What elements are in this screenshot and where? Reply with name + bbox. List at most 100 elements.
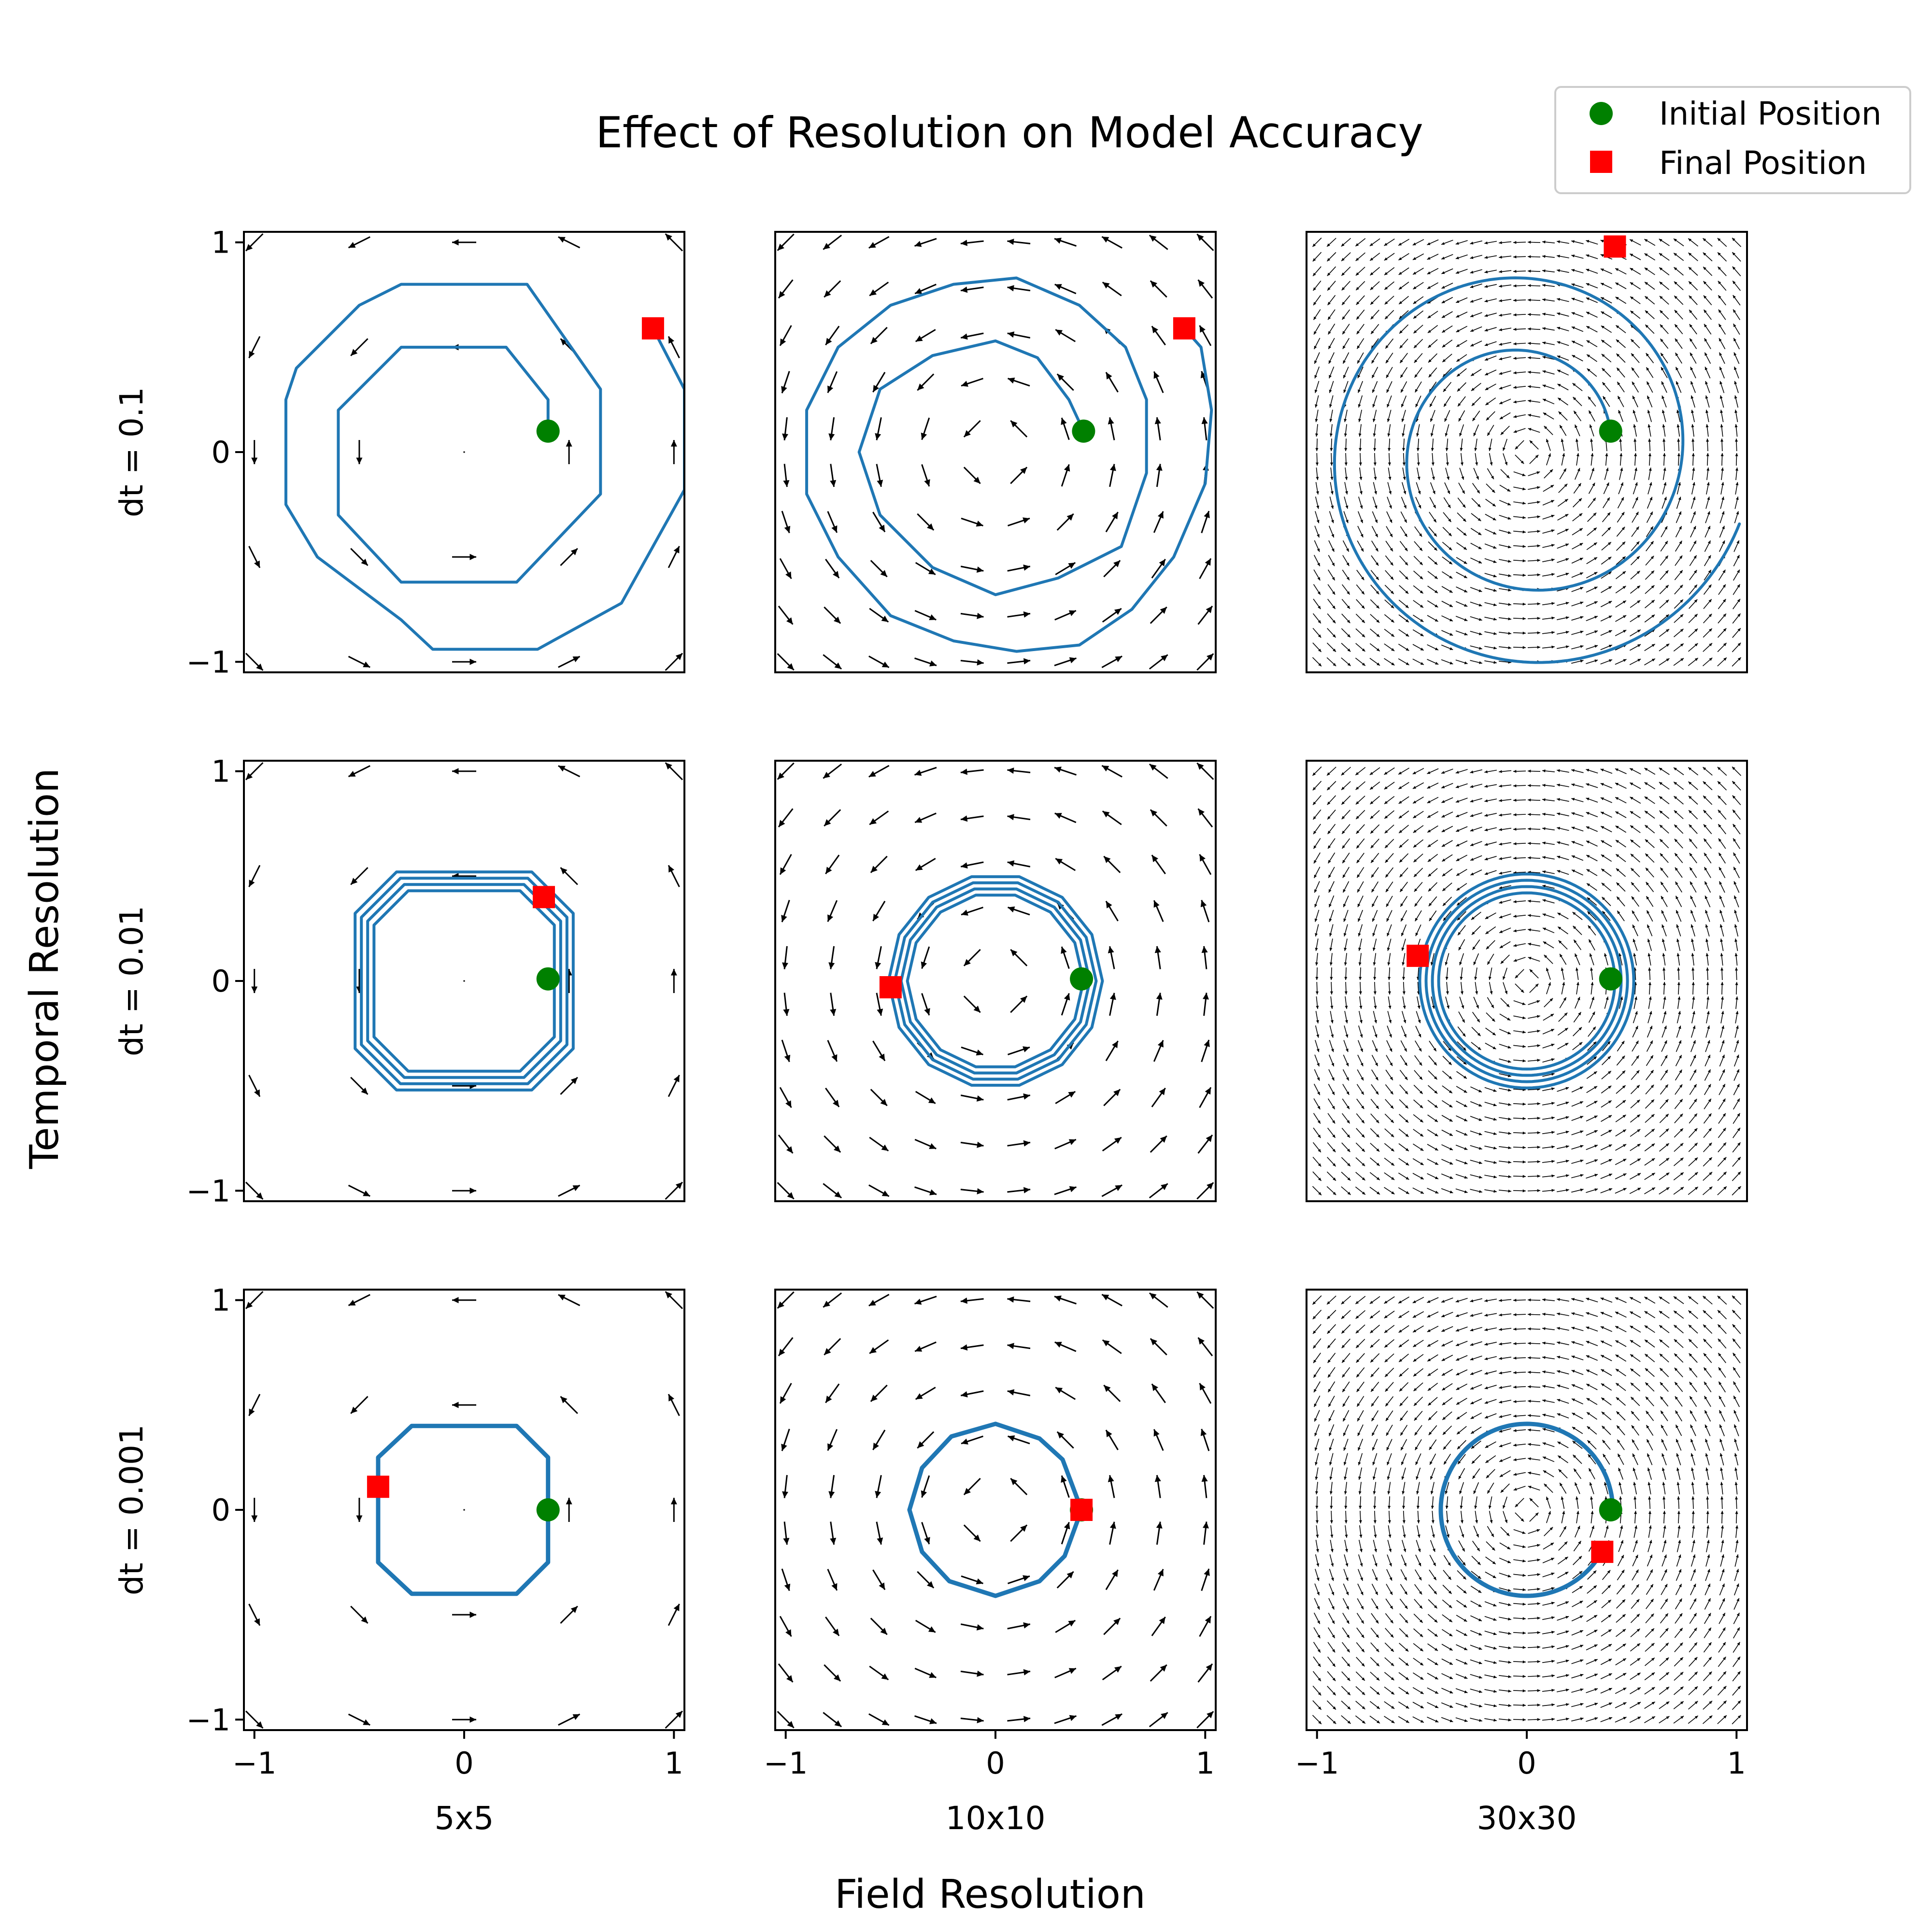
field-arrow-head <box>976 1578 983 1585</box>
field-arrow-head <box>977 1141 984 1148</box>
field-arrow-head <box>1333 648 1336 652</box>
field-arrow-head <box>1361 1634 1364 1638</box>
field-arrow-head <box>1388 1520 1391 1523</box>
field-arrow-head <box>928 1097 936 1104</box>
field-arrow-head <box>1623 630 1627 633</box>
x-tick-label: −1 <box>764 1746 808 1781</box>
field-arrow-head <box>1419 1591 1422 1595</box>
field-arrow-head <box>1442 844 1445 847</box>
field-arrow-head <box>1413 829 1417 833</box>
field-arrow-head <box>1528 313 1531 316</box>
field-arrow-head <box>1635 497 1638 500</box>
field-arrow-head <box>1373 1491 1376 1494</box>
field-arrow-head <box>1448 519 1451 522</box>
field-arrow-head <box>1390 1605 1393 1609</box>
field-arrow-head <box>1384 1359 1388 1363</box>
field-arrow-head <box>1513 929 1517 933</box>
field-arrow-head <box>1608 659 1612 662</box>
field-arrow-head <box>1428 330 1431 333</box>
y-tick-label: −1 <box>186 1173 230 1208</box>
initial-position-marker <box>1070 967 1094 991</box>
field-arrow-head <box>1361 591 1364 595</box>
field-arrow-head <box>1413 1358 1417 1362</box>
field-arrow-head <box>1665 1114 1669 1117</box>
field-arrow-head <box>1357 1433 1361 1436</box>
field-arrow-head <box>1464 618 1468 621</box>
field-arrow-head <box>1721 1040 1725 1044</box>
field-arrow-head <box>1331 1034 1334 1038</box>
field-arrow-head <box>1344 448 1348 451</box>
field-arrow-head <box>1360 1063 1364 1066</box>
field-arrow-head <box>1571 312 1575 315</box>
field-arrow-head <box>1708 1098 1711 1102</box>
field-arrow-head <box>1205 558 1211 566</box>
field-arrow-head <box>1499 828 1502 831</box>
field-arrow-head <box>1572 355 1576 358</box>
field-arrow-head <box>1332 1106 1335 1109</box>
field-arrow-head <box>1370 316 1374 320</box>
field-arrow-head <box>1345 1020 1348 1023</box>
field-arrow-head <box>783 1538 790 1545</box>
field-arrow-head <box>1706 996 1710 1000</box>
field-arrow-head <box>1420 1705 1424 1708</box>
field-arrow-head <box>1637 1188 1641 1191</box>
field-arrow-head <box>1470 858 1474 861</box>
field-arrow-head <box>1513 327 1517 331</box>
field-arrow-head <box>1705 910 1708 913</box>
field-arrow-head <box>1617 896 1620 900</box>
field-arrow-head <box>1718 252 1721 256</box>
field-arrow-head <box>1662 953 1665 956</box>
field-arrow-head <box>1734 895 1737 899</box>
field-arrow-head <box>1456 829 1460 832</box>
subplot-0-2 <box>1306 231 1748 673</box>
field-arrow-head <box>1522 631 1526 635</box>
field-arrow-head <box>1557 912 1561 916</box>
field-arrow-head <box>1513 900 1517 903</box>
field-arrow-head <box>1318 1135 1321 1138</box>
field-arrow-head <box>1675 853 1678 857</box>
field-arrow-head <box>1470 314 1474 317</box>
field-arrow-head <box>1376 1648 1379 1652</box>
field-arrow-head <box>1391 605 1394 609</box>
field-arrow-head <box>1327 830 1331 834</box>
field-arrow-head <box>1373 1506 1377 1509</box>
field-arrow-head <box>1688 238 1692 242</box>
field-arrow-head <box>1718 295 1721 299</box>
field-arrow-head <box>1557 870 1561 873</box>
field-arrow-head <box>1735 996 1738 1000</box>
field-arrow-head <box>1401 918 1404 922</box>
field-arrow-head <box>1391 1120 1394 1123</box>
field-arrow-head <box>1571 769 1575 772</box>
field-arrow-head <box>1651 570 1654 574</box>
field-arrow-head <box>1484 343 1488 346</box>
field-arrow-head <box>1456 887 1460 891</box>
field-arrow-head <box>1470 329 1474 332</box>
field-arrow-head <box>1589 424 1592 428</box>
field-arrow-head <box>1719 909 1723 913</box>
field-arrow-head <box>1400 903 1404 907</box>
field-arrow-head <box>1608 1188 1612 1191</box>
field-arrow-head <box>1651 600 1655 603</box>
field-arrow-head <box>1445 433 1448 437</box>
field-arrow-head <box>670 969 677 976</box>
field-arrow-head <box>1435 590 1438 593</box>
field-arrow-head <box>1316 1049 1320 1052</box>
field-arrow-head <box>1679 1084 1682 1088</box>
field-arrow-head <box>1412 1300 1416 1303</box>
field-arrow-head <box>824 290 831 298</box>
field-arrow-head <box>1499 770 1502 773</box>
field-arrow-head <box>1674 824 1677 828</box>
field-arrow-head <box>780 338 786 346</box>
field-arrow-head <box>1636 541 1640 545</box>
field-arrow-head <box>1329 419 1333 422</box>
field-arrow-head <box>1723 599 1726 603</box>
field-arrow-head <box>915 817 923 823</box>
field-arrow-head <box>1329 389 1332 393</box>
field-arrow-head <box>1690 924 1694 928</box>
field-arrow-head <box>1318 1663 1321 1667</box>
field-arrow-head <box>1575 953 1577 957</box>
field-arrow-head <box>1360 1048 1363 1052</box>
field-arrow-head <box>785 1629 792 1637</box>
field-arrow-head <box>1390 1634 1394 1638</box>
